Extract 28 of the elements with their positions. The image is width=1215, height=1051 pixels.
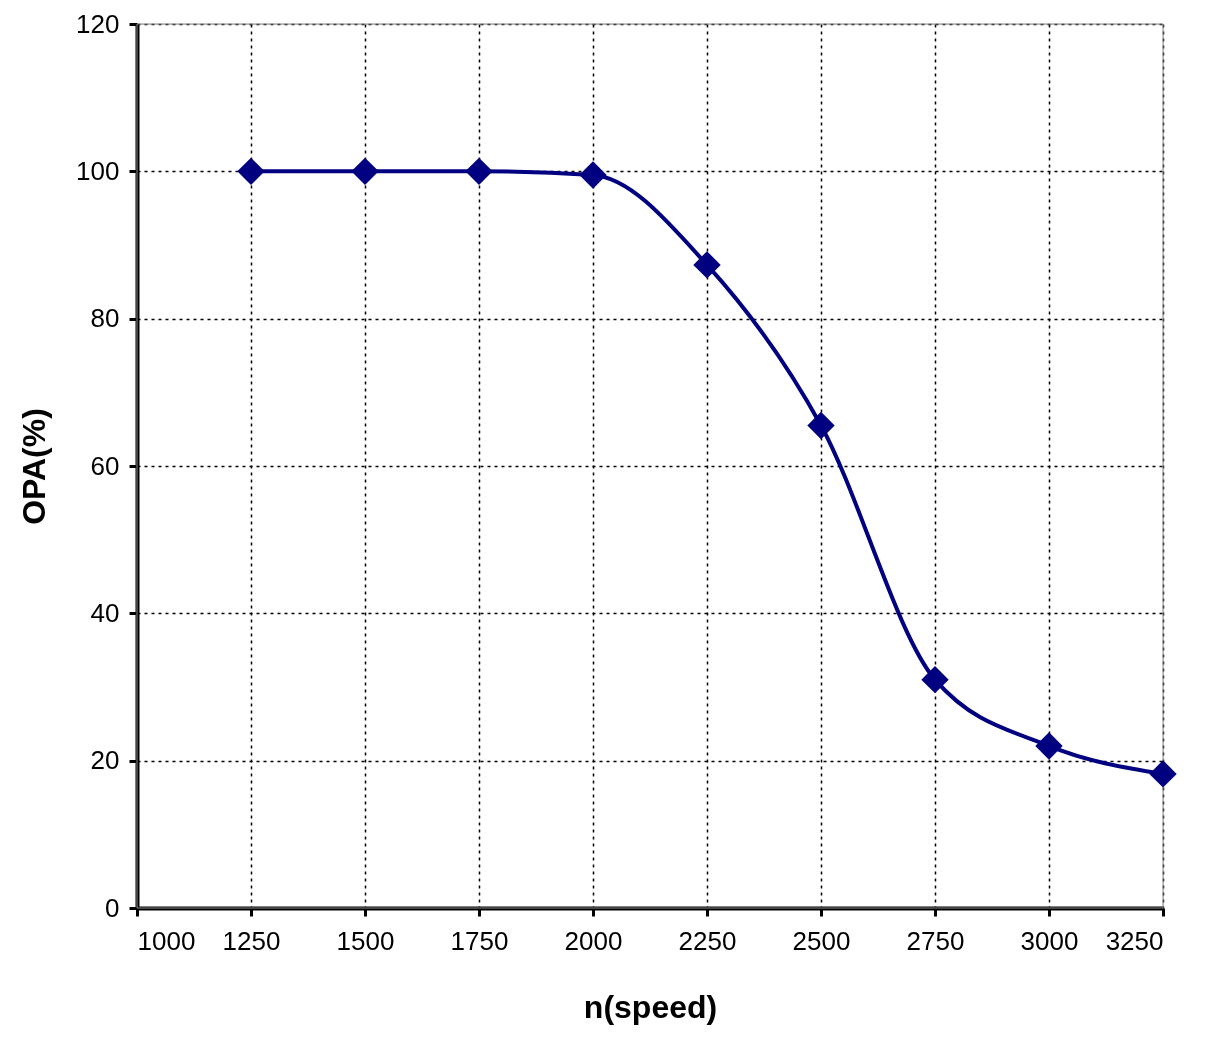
point xyxy=(465,157,493,186)
y-tick-label: 20 xyxy=(90,745,120,776)
y-tick-label: 0 xyxy=(105,892,120,923)
y-axis-title: OPA(%) xyxy=(16,408,53,525)
x-tick-label: 1250 xyxy=(222,925,281,956)
point xyxy=(237,157,265,186)
x-tick-label: 2000 xyxy=(564,925,623,956)
y-tick-label: 120 xyxy=(76,8,120,39)
x-tick-label: 1500 xyxy=(336,925,395,956)
x-tick-label: 2750 xyxy=(906,925,965,956)
x-tick-label: 2250 xyxy=(678,925,737,956)
y-tick-label: 100 xyxy=(76,155,120,186)
point xyxy=(579,161,607,189)
point xyxy=(693,251,721,279)
y-tick-label: 40 xyxy=(90,597,120,628)
point xyxy=(807,411,835,440)
x-tick-label: 3250 xyxy=(1105,925,1164,956)
point xyxy=(921,665,949,694)
x-axis-title: n(speed) xyxy=(583,988,718,1025)
x-tick-label: 3000 xyxy=(1020,925,1079,956)
x-tick-label: 1750 xyxy=(450,925,509,956)
y-tick-label: 60 xyxy=(90,450,120,481)
point xyxy=(351,157,379,186)
y-tick-label: 80 xyxy=(90,303,120,334)
point xyxy=(1149,760,1177,788)
point xyxy=(1035,732,1063,760)
x-tick-label: 1000 xyxy=(137,925,196,956)
x-tick-label: 2500 xyxy=(792,925,851,956)
